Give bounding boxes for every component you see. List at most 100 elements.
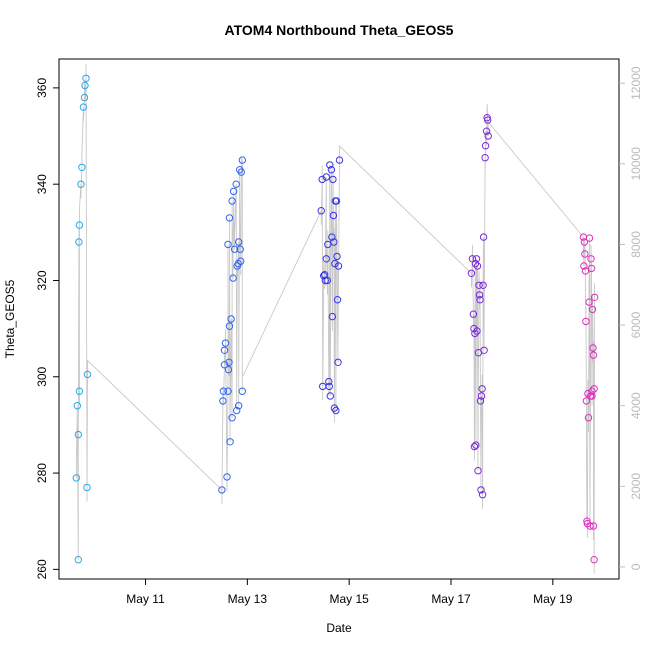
data-point xyxy=(225,358,233,366)
data-point xyxy=(317,207,325,215)
data-point xyxy=(584,414,593,422)
data-point xyxy=(323,276,331,285)
data-point xyxy=(480,346,488,354)
data-point xyxy=(322,173,330,181)
data-point xyxy=(580,238,589,246)
data-point xyxy=(228,414,236,422)
data-point xyxy=(74,556,83,564)
data-point xyxy=(586,522,594,530)
data-point xyxy=(333,252,341,261)
data-point xyxy=(477,392,486,400)
y-tick-label: 360 xyxy=(35,78,49,98)
data-point xyxy=(471,259,480,268)
data-point xyxy=(218,486,226,494)
data-point xyxy=(321,276,329,285)
y-tick-label: 340 xyxy=(35,174,49,194)
data-point xyxy=(238,156,247,164)
data-point xyxy=(476,296,484,304)
data-point xyxy=(478,491,487,499)
data-point xyxy=(475,281,483,289)
data-point xyxy=(585,234,594,242)
y-tick-label: 300 xyxy=(35,366,49,386)
x-tick-label: May 17 xyxy=(431,592,471,606)
data-point xyxy=(473,327,481,335)
right-tick-label: 10000 xyxy=(629,147,643,181)
data-point xyxy=(326,392,334,400)
data-point xyxy=(588,387,596,395)
data-point xyxy=(326,161,334,169)
data-point xyxy=(334,358,342,366)
data-point xyxy=(237,168,246,176)
data-point xyxy=(225,322,234,330)
data-point xyxy=(587,255,595,263)
data-point xyxy=(75,238,83,246)
data-point xyxy=(474,467,482,475)
x-tick-label: May 19 xyxy=(533,592,573,606)
data-point xyxy=(225,214,234,222)
data-point xyxy=(583,519,592,528)
data-point xyxy=(328,233,336,241)
data-point xyxy=(332,197,341,205)
data-point xyxy=(585,298,593,306)
data-point xyxy=(235,402,243,410)
data-point xyxy=(467,269,476,277)
data-point xyxy=(581,267,590,275)
data-point xyxy=(477,486,485,494)
data-point xyxy=(334,262,343,270)
chart-title: ATOM4 Northbound Theta_GEOS5 xyxy=(225,22,454,38)
data-point xyxy=(219,397,227,405)
data-point xyxy=(589,344,597,352)
data-point xyxy=(229,187,238,196)
y-axis-label: Theta_GEOS5 xyxy=(3,279,17,358)
data-point xyxy=(588,392,596,400)
data-point xyxy=(226,438,234,446)
data-point xyxy=(233,406,241,415)
data-point xyxy=(590,556,598,564)
data-point xyxy=(473,262,482,270)
data-point xyxy=(75,221,84,229)
y-tick-label: 320 xyxy=(35,270,49,290)
data-point xyxy=(482,127,491,135)
data-point xyxy=(589,351,598,359)
data-point xyxy=(484,116,492,124)
y-tick-label: 260 xyxy=(35,559,49,579)
data-point xyxy=(220,346,229,354)
data-point xyxy=(481,154,489,162)
data-point xyxy=(81,81,89,90)
data-point xyxy=(328,312,337,321)
data-point xyxy=(472,255,481,263)
data-point xyxy=(224,387,232,395)
right-tick-label: 12000 xyxy=(629,66,643,100)
data-point xyxy=(83,483,91,492)
data-point xyxy=(470,442,479,451)
data-point xyxy=(80,93,89,102)
data-point xyxy=(580,262,588,270)
data-point xyxy=(479,281,487,289)
data-point xyxy=(469,310,478,318)
data-point xyxy=(478,385,486,393)
right-tick-label: 0 xyxy=(629,563,643,570)
data-point xyxy=(223,473,231,481)
data-point xyxy=(219,387,228,395)
data-point xyxy=(481,142,490,150)
data-point xyxy=(229,274,237,282)
data-point xyxy=(325,377,333,386)
data-point xyxy=(227,315,235,323)
data-point xyxy=(335,156,344,164)
x-tick-label: May 13 xyxy=(228,592,268,606)
data-point xyxy=(590,385,598,393)
data-point xyxy=(329,211,338,220)
data-point xyxy=(78,163,86,172)
data-point xyxy=(329,175,337,184)
data-point xyxy=(327,166,336,174)
data-point xyxy=(332,406,340,415)
data-point xyxy=(238,387,247,395)
data-point xyxy=(73,402,82,410)
data-point xyxy=(582,317,590,326)
plot-frame xyxy=(58,58,620,580)
data-point xyxy=(587,264,596,273)
data-point xyxy=(322,255,330,263)
